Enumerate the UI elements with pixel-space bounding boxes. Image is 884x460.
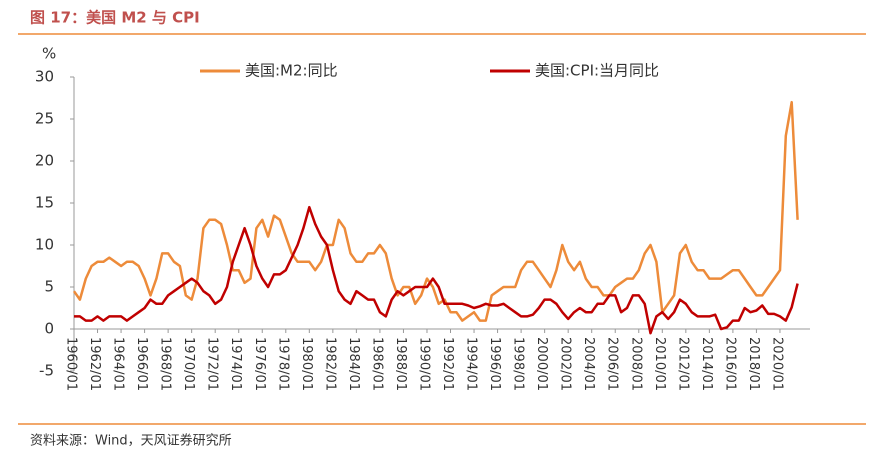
y-tick-label: 5 <box>44 278 54 296</box>
x-tick-label: 2004/01 <box>581 337 596 391</box>
y-tick-label: 15 <box>35 194 54 212</box>
y-tick-label: 10 <box>35 236 54 254</box>
series-line <box>74 205 799 335</box>
x-tick-label: 1982/01 <box>322 337 337 391</box>
x-tick-label: 2012/01 <box>675 337 690 391</box>
x-tick-label: 1988/01 <box>393 337 408 391</box>
x-tick-label: 1972/01 <box>205 337 220 391</box>
y-tick-label: 25 <box>35 110 54 128</box>
x-tick-label: 1962/01 <box>87 337 102 391</box>
x-tick-label: 1980/01 <box>299 337 314 391</box>
x-tick-label: 1998/01 <box>511 337 526 391</box>
x-tick-label: 1966/01 <box>134 337 149 391</box>
chart-title: 图 17：美国 M2 与 CPI <box>30 9 200 27</box>
y-tick-label: -5 <box>39 362 54 380</box>
x-tick-label: 1992/01 <box>440 337 455 391</box>
x-tick-label: 1996/01 <box>487 337 502 391</box>
source: 资料来源：Wind，天风证券研究所 <box>30 433 232 449</box>
x-tick-label: 1994/01 <box>464 337 479 391</box>
x-tick-label: 1986/01 <box>369 337 384 391</box>
x-tick-label: 1968/01 <box>158 337 173 391</box>
x-tick-label: 2018/01 <box>746 337 761 391</box>
x-tick-label: 2016/01 <box>722 337 737 391</box>
y-unit-label: % <box>42 45 56 63</box>
y-tick-label: 20 <box>35 152 54 170</box>
x-tick-label: 1964/01 <box>111 337 126 391</box>
x-tick-label: 1984/01 <box>346 337 361 391</box>
x-tick-label: 2008/01 <box>628 337 643 391</box>
x-tick-label: 2014/01 <box>699 337 714 391</box>
x-tick-label: 2006/01 <box>605 337 620 391</box>
x-tick-label: 1990/01 <box>416 337 431 391</box>
legend-label: 美国:M2:同比 <box>245 62 338 80</box>
y-tick-label: 30 <box>35 68 54 86</box>
x-tick-label: 2000/01 <box>534 337 549 391</box>
x-tick-label: 2010/01 <box>652 337 667 391</box>
x-tick-label: 1960/01 <box>64 337 79 391</box>
x-tick-label: 1974/01 <box>228 337 243 391</box>
x-tick-label: 2020/01 <box>769 337 784 391</box>
series-line <box>72 100 799 322</box>
x-tick-label: 2002/01 <box>558 337 573 391</box>
x-tick-label: 1978/01 <box>275 337 290 391</box>
x-tick-label: 1970/01 <box>181 337 196 391</box>
y-tick-label: 0 <box>44 320 54 338</box>
legend-label: 美国:CPI:当月同比 <box>535 62 659 80</box>
x-tick-label: 1976/01 <box>252 337 267 391</box>
